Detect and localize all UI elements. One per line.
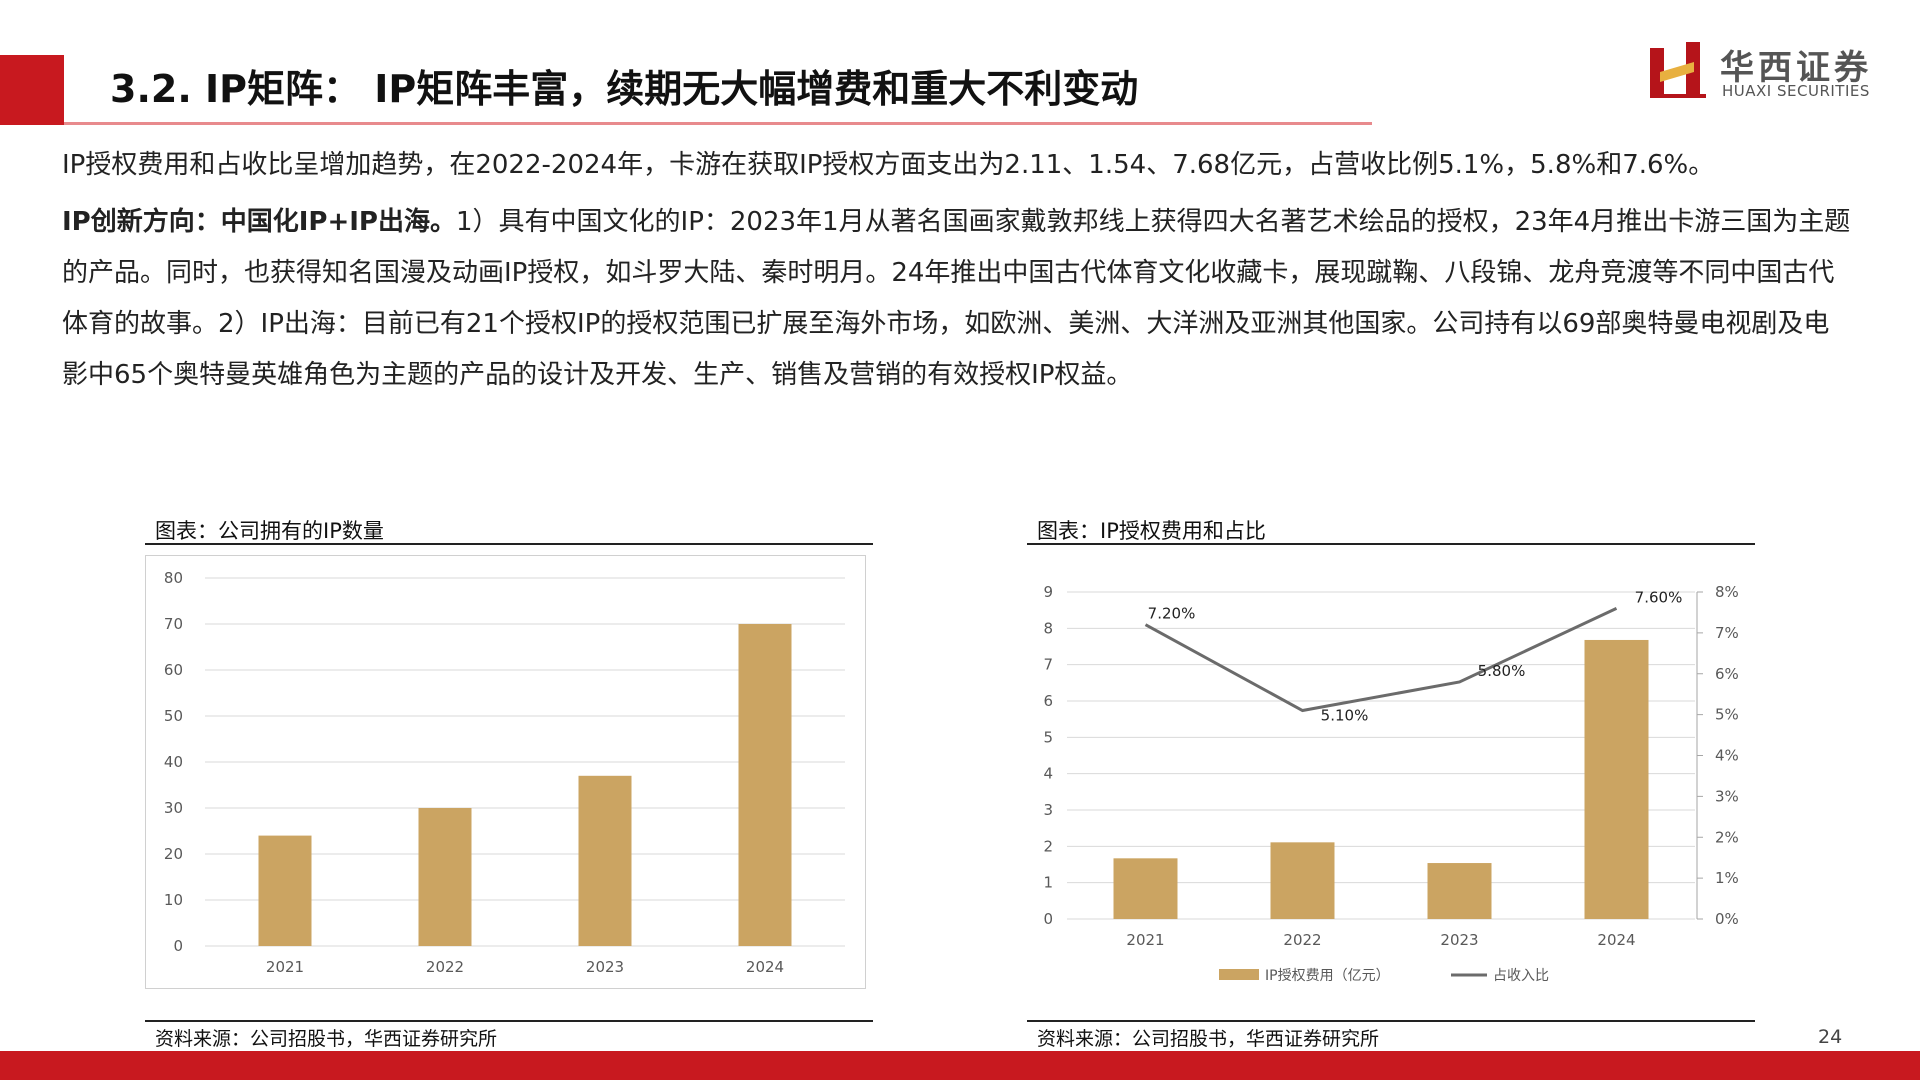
page-title: 3.2. IP矩阵： IP矩阵丰富，续期无大幅增费和重大不利变动 [110,67,1139,111]
chart2-ip-fees: 0 1 2 3 4 5 6 7 8 9 0% 1% 2% 3% 4% 5% 6% 7% 8% 2021 2022 2023… [1043,583,1739,984]
footer-red-bar [0,1051,1920,1080]
chart1-bottom-rule [145,1020,873,1022]
page-number: 24 [1818,1026,1843,1048]
logo-chinese-name: 华西证券 [1720,48,1872,88]
chart1-title: 图表：公司拥有的IP数量 [155,519,384,543]
paragraph-ip-innovation: IP创新方向：中国化IP+IP出海。1）具有中国文化的IP：2023年1月从著名… [62,197,1852,401]
chart1-y-tick: 30 [164,799,183,817]
chart1-y-tick: 40 [164,753,183,771]
company-logo: 华西证券 HUAXI SECURITIES [1650,40,1890,102]
chart2-source: 资料来源：公司招股书，华西证券研究所 [1037,1028,1380,1050]
chart2-y-tick-right: 5% [1715,706,1739,724]
chart2-title: 图表：IP授权费用和占比 [1037,519,1266,543]
chart2-y-tick-left: 5 [1043,728,1053,746]
chart2-legend-line: 占收入比 [1493,968,1549,984]
chart2-y-tick-right: 8% [1715,583,1739,601]
chart2-y-tick-right: 7% [1715,624,1739,642]
chart2-x-tick: 2023 [1440,931,1478,949]
chart2-legend-swatch-bar [1219,969,1259,980]
chart1-y-tick: 80 [164,569,183,587]
chart1-y-tick: 0 [173,937,183,955]
chart2-x-tick: 2021 [1126,931,1164,949]
chart2-x-tick: 2022 [1283,931,1321,949]
chart1-y-tick: 10 [164,891,183,909]
header-red-block [0,55,64,125]
chart2-bar [1270,842,1335,919]
chart2-y-tick-right: 1% [1715,869,1739,887]
chart2-y-tick-right: 2% [1715,828,1739,846]
chart2-y-tick-right: 6% [1715,665,1739,683]
chart2-y-tick-left: 7 [1043,656,1053,674]
chart2-y-tick-left: 1 [1043,874,1053,892]
chart1-x-tick: 2022 [426,958,464,976]
chart1-bar [578,775,632,946]
chart2-top-rule [1027,543,1755,545]
title-underline [64,122,1372,125]
chart1-x-tick: 2024 [746,958,784,976]
chart1-bar [738,624,792,946]
huaxi-logo-icon [1650,42,1706,98]
chart1-y-tick: 60 [164,661,183,679]
chart2-line-label: 5.80% [1478,662,1526,680]
chart2-y-tick-right: 0% [1715,910,1739,928]
chart2-y-tick-left: 9 [1043,583,1053,601]
paragraph-body-text: 1）具有中国文化的IP：2023年1月从著名国画家戴敦邦线上获得四大名著艺术绘品… [62,207,1851,390]
chart1-source: 资料来源：公司招股书，华西证券研究所 [155,1028,498,1050]
chart2-y-tick-left: 4 [1043,765,1053,783]
chart2-y-tick-left: 8 [1043,619,1053,637]
chart2-line-label: 5.10% [1321,707,1369,725]
chart2-y-tick-left: 2 [1043,837,1053,855]
chart1-frame [145,555,866,989]
chart2-y-tick-right: 3% [1715,787,1739,805]
chart2-x-tick: 2024 [1597,931,1635,949]
chart2-bottom-rule [1027,1020,1755,1022]
chart2-bar [1427,863,1492,919]
chart2-bar [1113,858,1178,919]
logo-english-name: HUAXI SECURITIES [1722,82,1870,100]
chart2-y-tick-left: 6 [1043,692,1053,710]
chart1-x-tick: 2023 [586,958,624,976]
chart1-bar [258,835,312,946]
chart2-line-series [1144,606,1618,713]
chart2-y-tick-left: 0 [1043,910,1053,928]
paragraph-bold-lead: IP创新方向：中国化IP+IP出海。 [62,207,456,237]
chart1-ip-count: 0 10 20 30 40 50 60 70 80 2021 2022 2023 2024 [145,555,866,989]
chart1-x-tick: 2021 [266,958,304,976]
chart2-bar [1584,639,1649,919]
chart2-y-tick-left: 3 [1043,801,1053,819]
chart2-line-label: 7.20% [1148,605,1196,623]
paragraph-ip-fees: IP授权费用和占收比呈增加趋势，在2022-2024年，卡游在获取IP授权方面支… [62,150,1715,180]
chart1-y-tick: 50 [164,707,183,725]
chart1-y-tick: 20 [164,845,183,863]
chart1-top-rule [145,543,873,545]
chart2-y-tick-right: 4% [1715,747,1739,765]
chart2-legend-bar: IP授权费用（亿元） [1265,968,1390,984]
chart2-line-label: 7.60% [1635,588,1683,606]
chart1-y-tick: 70 [164,615,183,633]
chart1-bar [418,808,472,946]
